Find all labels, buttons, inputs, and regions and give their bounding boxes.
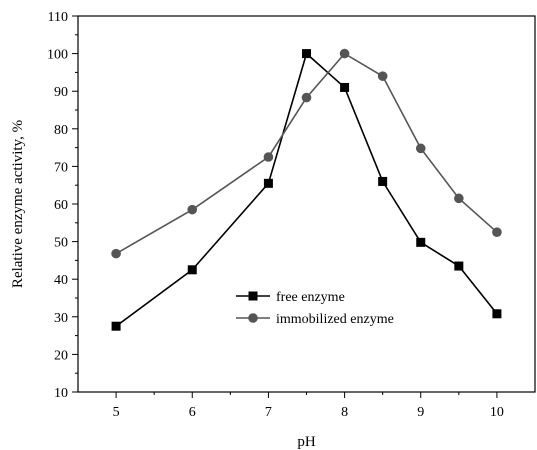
x-axis-title: pH xyxy=(297,434,316,450)
legend-marker-immobilized-enzyme xyxy=(248,313,258,323)
legend-label-immobilized-enzyme: immobilized enzyme xyxy=(276,312,394,327)
data-point-free-enzyme xyxy=(263,178,273,188)
x-tick-label: 10 xyxy=(490,405,504,420)
data-point-immobilized-enzyme xyxy=(377,71,388,81)
data-point-free-enzyme xyxy=(302,49,311,59)
y-tick-label: 80 xyxy=(54,123,68,138)
x-tick-label: 8 xyxy=(341,405,348,420)
data-point-free-enzyme xyxy=(416,237,426,247)
x-tick-label: 9 xyxy=(417,405,424,420)
legend: free enzyme immobilized enzyme xyxy=(236,290,394,327)
y-axis-title: Relative enzyme activity, % xyxy=(10,120,26,288)
y-tick-label: 10 xyxy=(54,386,68,401)
data-point-immobilized-enzyme xyxy=(415,143,426,154)
y-tick-label: 110 xyxy=(48,10,68,25)
legend-marker-free-enzyme xyxy=(248,291,258,301)
series-line-immobilized-enzyme xyxy=(115,52,498,255)
data-point-immobilized-enzyme xyxy=(454,193,464,204)
data-point-immobilized-enzyme xyxy=(187,204,198,215)
plot-frame xyxy=(77,15,536,393)
data-point-free-enzyme xyxy=(378,176,388,186)
data-point-free-enzyme xyxy=(187,265,197,275)
data-point-immobilized-enzyme xyxy=(301,92,312,103)
data-point-free-enzyme xyxy=(492,309,502,319)
data-point-free-enzyme xyxy=(340,82,350,92)
data-point-immobilized-enzyme xyxy=(492,227,502,237)
y-tick-label: 30 xyxy=(54,311,68,326)
y-tick-label: 100 xyxy=(47,48,68,63)
x-axis-ticks: 5 6 7 8 9 10 xyxy=(113,392,504,420)
data-point-immobilized-enzyme xyxy=(111,248,121,259)
y-tick-label: 50 xyxy=(54,236,68,251)
x-tick-label: 6 xyxy=(189,405,196,420)
y-axis-ticks: 10 20 30 40 50 60 70 80 90 100 110 xyxy=(47,10,78,401)
legend-label-free-enzyme: free enzyme xyxy=(276,290,345,305)
data-point-immobilized-enzyme xyxy=(263,152,274,162)
data-point-free-enzyme xyxy=(454,261,464,271)
data-point-immobilized-enzyme xyxy=(339,48,350,59)
x-tick-label: 5 xyxy=(113,405,120,420)
legend-entry-immobilized-enzyme: immobilized enzyme xyxy=(236,312,394,327)
series-free-enzyme xyxy=(111,49,502,331)
series-immobilized-enzyme xyxy=(111,48,502,259)
y-tick-label: 70 xyxy=(54,160,68,175)
y-tick-label: 60 xyxy=(54,198,68,213)
y-tick-label: 20 xyxy=(54,348,68,363)
plot-border xyxy=(77,15,536,393)
series-layer xyxy=(111,48,502,331)
y-tick-label: 90 xyxy=(54,85,68,100)
legend-entry-free-enzyme: free enzyme xyxy=(236,290,345,305)
x-tick-label: 7 xyxy=(265,405,272,420)
data-point-free-enzyme xyxy=(111,321,121,331)
y-tick-label: 40 xyxy=(54,273,68,288)
